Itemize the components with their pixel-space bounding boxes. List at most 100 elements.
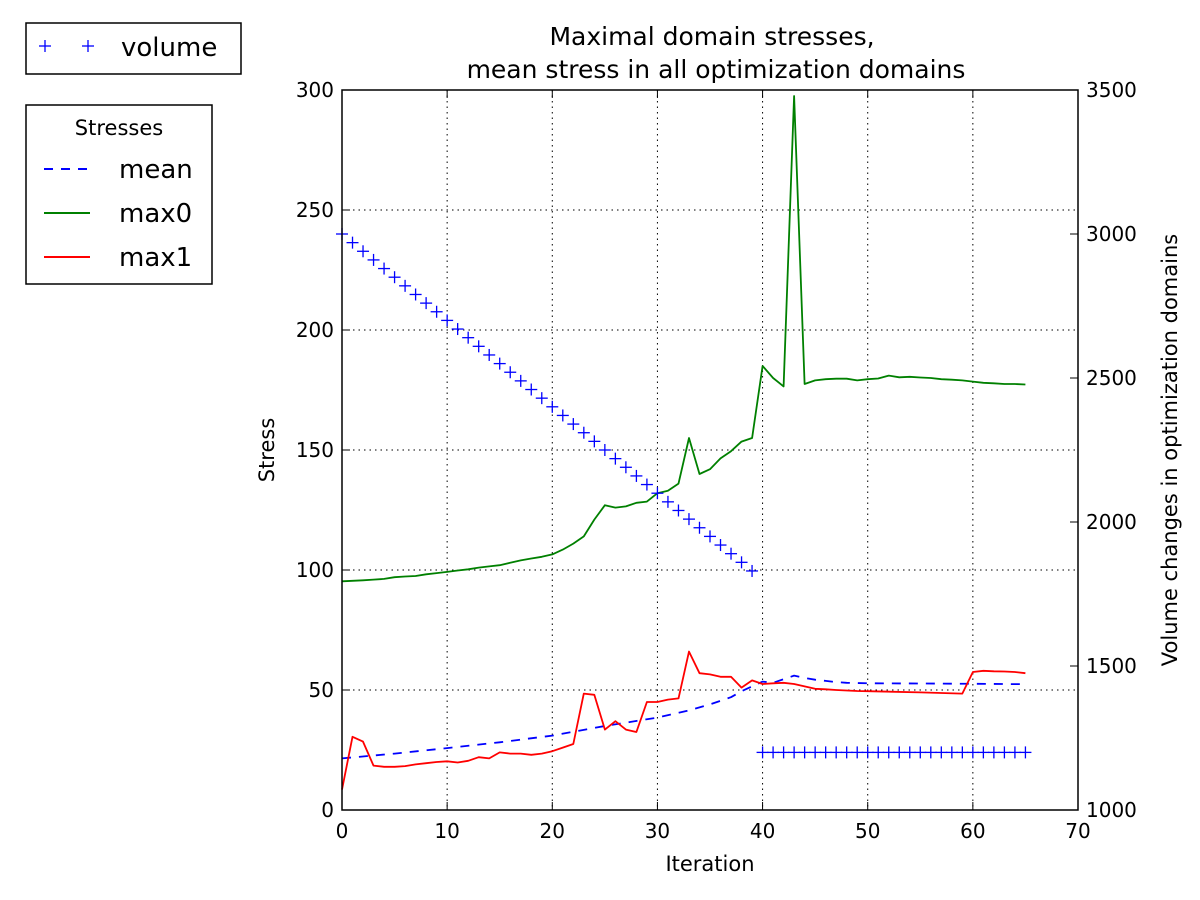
series-volume-point bbox=[798, 746, 811, 759]
series-layer bbox=[336, 95, 1032, 790]
y-tick-label: 150 bbox=[296, 438, 334, 462]
series-volume-point bbox=[966, 746, 979, 759]
series-volume-point bbox=[725, 547, 738, 560]
legend-max1-label: max1 bbox=[119, 243, 192, 273]
series-max0-line bbox=[341, 95, 1026, 583]
series-volume-point bbox=[809, 746, 822, 759]
plot-frame bbox=[341, 89, 1079, 811]
series-volume-point bbox=[556, 409, 569, 422]
series-volume-point bbox=[1008, 746, 1021, 759]
series-volume-point bbox=[840, 746, 853, 759]
series-volume-point bbox=[462, 331, 475, 344]
series-volume-point bbox=[577, 426, 590, 439]
series-volume-point bbox=[956, 746, 969, 759]
series-volume-point bbox=[472, 340, 485, 353]
series-volume-markers bbox=[336, 228, 1032, 759]
y-tick-label: 50 bbox=[309, 678, 334, 702]
legend-max0-label: max0 bbox=[119, 199, 192, 229]
series-volume-point bbox=[430, 305, 443, 318]
series-volume-point bbox=[367, 253, 380, 266]
y2-tick-label: 3500 bbox=[1086, 78, 1137, 102]
series-volume-point bbox=[914, 746, 927, 759]
series-volume-point bbox=[788, 746, 801, 759]
series-volume-point bbox=[714, 539, 727, 552]
y-tick-label: 0 bbox=[321, 798, 334, 822]
series-volume-point bbox=[357, 245, 370, 258]
x-tick-label: 50 bbox=[855, 819, 880, 843]
series-volume-point bbox=[924, 746, 937, 759]
x-tick-label: 20 bbox=[540, 819, 565, 843]
y2-tick-label: 2000 bbox=[1086, 510, 1137, 534]
x-axis-label: Iteration bbox=[665, 852, 754, 876]
series-volume-point bbox=[882, 746, 895, 759]
series-volume-point bbox=[1019, 746, 1032, 759]
legend-volume-label: volume bbox=[121, 33, 217, 63]
y-tick-label: 100 bbox=[296, 558, 334, 582]
series-volume-point bbox=[987, 746, 1000, 759]
series-volume-point bbox=[409, 288, 422, 301]
series-volume-point bbox=[977, 746, 990, 759]
y2-tick-label: 3000 bbox=[1086, 222, 1137, 246]
legend-volume-marker-2 bbox=[82, 40, 94, 52]
series-volume-point bbox=[767, 746, 780, 759]
series-volume-point bbox=[998, 746, 1011, 759]
series-volume-point bbox=[514, 374, 527, 387]
series-volume-point bbox=[420, 297, 433, 310]
series-volume-point bbox=[851, 746, 864, 759]
series-volume-point bbox=[493, 357, 506, 370]
series-volume-point bbox=[483, 348, 496, 361]
legend-mean-label: mean bbox=[119, 155, 193, 185]
series-volume-point bbox=[640, 478, 653, 491]
series-volume-point bbox=[630, 469, 643, 482]
series-volume-point bbox=[661, 495, 674, 508]
x-tick-label: 10 bbox=[434, 819, 459, 843]
series-volume-point bbox=[777, 746, 790, 759]
series-volume-point bbox=[598, 444, 611, 456]
series-volume-point bbox=[704, 530, 716, 543]
series-volume-point bbox=[535, 392, 548, 405]
series-volume-point bbox=[945, 746, 958, 759]
chart-title-line2: mean stress in all optimization domains bbox=[467, 55, 966, 84]
series-volume-point bbox=[651, 487, 664, 500]
series-volume-point bbox=[746, 564, 759, 577]
series-volume-point bbox=[619, 461, 632, 474]
legend-volume: volume bbox=[25, 22, 242, 75]
legend-stresses: Stresses mean max0 max1 bbox=[25, 104, 213, 285]
tick-layer: 0 10 20 30 40 50 60 70 0 50 100 150 200 250 300 1000 150… bbox=[296, 78, 1137, 843]
series-volume-point bbox=[935, 746, 948, 759]
y-tick-label: 250 bbox=[296, 198, 334, 222]
series-volume-point bbox=[682, 513, 695, 526]
series-volume-point bbox=[735, 556, 748, 569]
series-volume-point bbox=[399, 279, 412, 292]
x-tick-label: 30 bbox=[645, 819, 670, 843]
series-volume-point bbox=[609, 452, 622, 465]
series-volume-point bbox=[872, 746, 885, 759]
series-volume-point bbox=[893, 746, 906, 759]
series-volume-point bbox=[504, 366, 517, 379]
series-volume-point bbox=[819, 746, 832, 759]
legend-stresses-frame bbox=[25, 104, 213, 285]
x-tick-label: 70 bbox=[1065, 819, 1090, 843]
series-volume-point bbox=[525, 383, 538, 396]
series-volume-point bbox=[588, 435, 601, 448]
legend-volume-marker-1 bbox=[39, 40, 51, 52]
y2-tick-label: 1500 bbox=[1086, 654, 1137, 678]
series-volume-point bbox=[441, 314, 454, 327]
series-max1-line bbox=[341, 650, 1026, 790]
chart-title-line1: Maximal domain stresses, bbox=[549, 22, 874, 51]
y-tick-label: 200 bbox=[296, 318, 334, 342]
series-volume-point bbox=[546, 400, 559, 413]
x-tick-label: 60 bbox=[960, 819, 985, 843]
y2-axis-label: Volume changes in optimization domains bbox=[1158, 234, 1182, 666]
y-tick-label: 300 bbox=[296, 78, 334, 102]
grid-layer bbox=[342, 90, 1078, 810]
series-mean-line bbox=[341, 674, 1026, 760]
x-tick-label: 0 bbox=[336, 819, 349, 843]
series-volume-point bbox=[756, 746, 769, 759]
series-volume-point bbox=[567, 418, 580, 431]
series-volume-point bbox=[693, 521, 706, 534]
legend-stresses-title: Stresses bbox=[75, 116, 163, 140]
series-volume-point bbox=[903, 746, 916, 759]
series-volume-point bbox=[388, 271, 401, 284]
